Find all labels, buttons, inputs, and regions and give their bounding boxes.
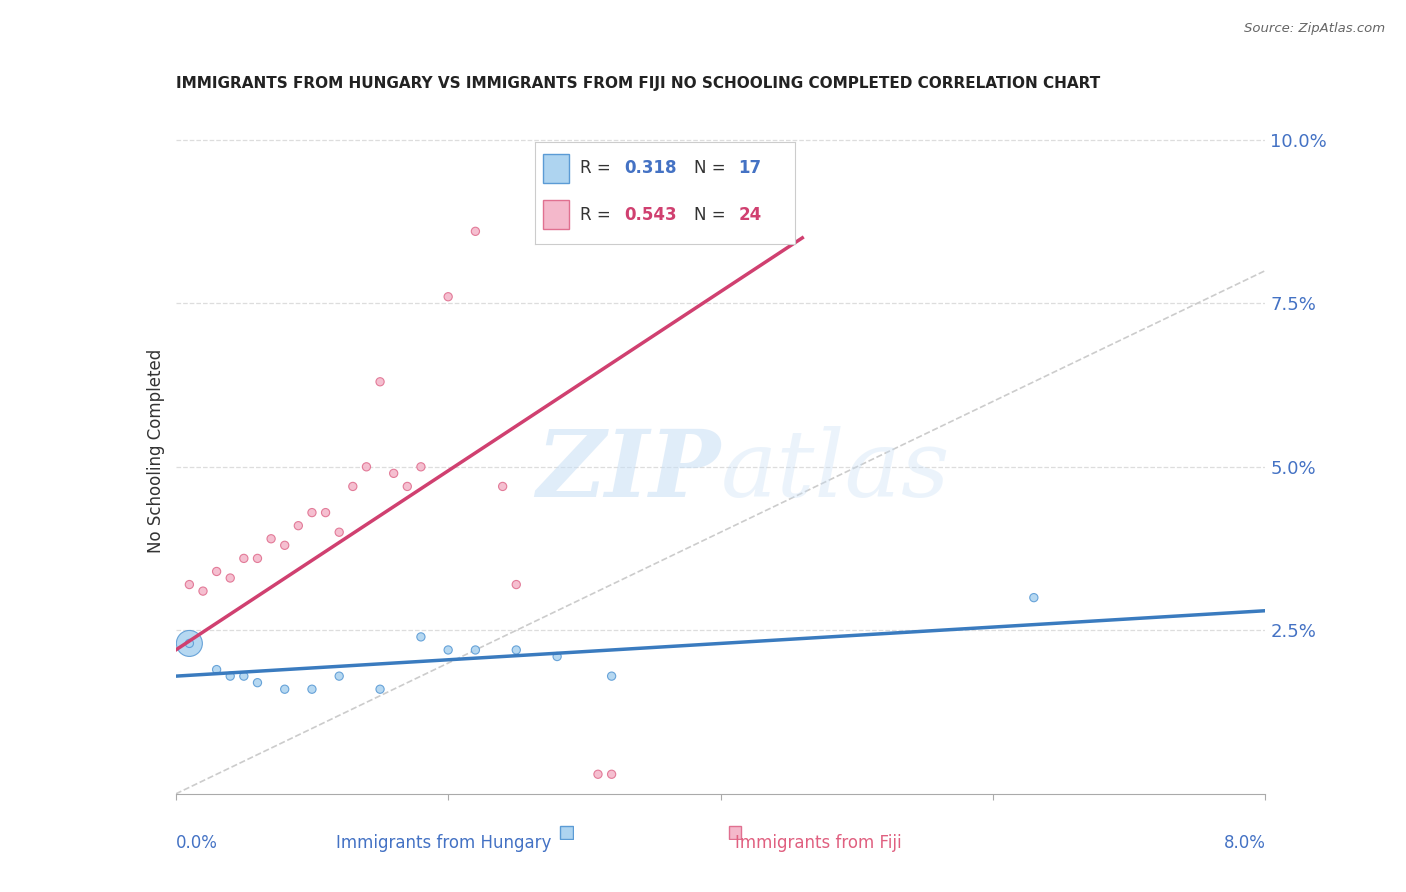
- Point: [505, 643, 527, 657]
- Point: [328, 525, 350, 540]
- Text: ZIP: ZIP: [536, 426, 721, 516]
- Point: [600, 767, 623, 781]
- Text: Immigrants from Fiji: Immigrants from Fiji: [734, 834, 901, 852]
- Point: [232, 551, 254, 566]
- Point: [287, 518, 309, 533]
- Text: 0.543: 0.543: [624, 206, 676, 224]
- Point: [246, 675, 269, 690]
- Text: IMMIGRANTS FROM HUNGARY VS IMMIGRANTS FROM FIJI NO SCHOOLING COMPLETED CORRELATI: IMMIGRANTS FROM HUNGARY VS IMMIGRANTS FR…: [176, 76, 1099, 91]
- Point: [191, 584, 214, 599]
- Point: [437, 290, 460, 304]
- Point: [368, 682, 391, 697]
- Text: 8.0%: 8.0%: [1223, 834, 1265, 852]
- Bar: [730, 826, 741, 838]
- Point: [328, 669, 350, 683]
- Point: [437, 643, 460, 657]
- Text: 24: 24: [738, 206, 762, 224]
- Bar: [543, 154, 569, 183]
- Point: [464, 643, 486, 657]
- Point: [505, 577, 527, 591]
- Text: R =: R =: [579, 160, 616, 178]
- Point: [368, 375, 391, 389]
- Point: [396, 479, 419, 493]
- Bar: [543, 201, 569, 229]
- Point: [219, 571, 242, 585]
- Point: [342, 479, 364, 493]
- Text: Immigrants from Hungary: Immigrants from Hungary: [336, 834, 551, 852]
- Text: R =: R =: [579, 206, 616, 224]
- Point: [600, 669, 623, 683]
- Y-axis label: No Schooling Completed: No Schooling Completed: [146, 349, 165, 552]
- Point: [179, 577, 201, 591]
- Point: [409, 630, 432, 644]
- Point: [301, 682, 323, 697]
- Point: [356, 459, 378, 474]
- Point: [409, 459, 432, 474]
- Text: atlas: atlas: [721, 426, 950, 516]
- Point: [205, 663, 228, 677]
- Point: [232, 669, 254, 683]
- Point: [546, 649, 568, 664]
- Point: [179, 636, 201, 650]
- Point: [382, 467, 405, 481]
- Text: 0.0%: 0.0%: [176, 834, 218, 852]
- Bar: [561, 826, 572, 838]
- Text: N =: N =: [695, 206, 731, 224]
- Text: N =: N =: [695, 160, 731, 178]
- Point: [205, 565, 228, 579]
- Point: [464, 224, 486, 238]
- Text: Source: ZipAtlas.com: Source: ZipAtlas.com: [1244, 22, 1385, 36]
- Point: [274, 682, 297, 697]
- Point: [1022, 591, 1045, 605]
- Point: [219, 669, 242, 683]
- Point: [260, 532, 283, 546]
- Point: [246, 551, 269, 566]
- Point: [301, 506, 323, 520]
- Point: [315, 506, 337, 520]
- Point: [179, 636, 201, 650]
- Point: [586, 767, 609, 781]
- Point: [274, 538, 297, 552]
- Text: 17: 17: [738, 160, 761, 178]
- Text: 0.318: 0.318: [624, 160, 676, 178]
- Point: [492, 479, 515, 493]
